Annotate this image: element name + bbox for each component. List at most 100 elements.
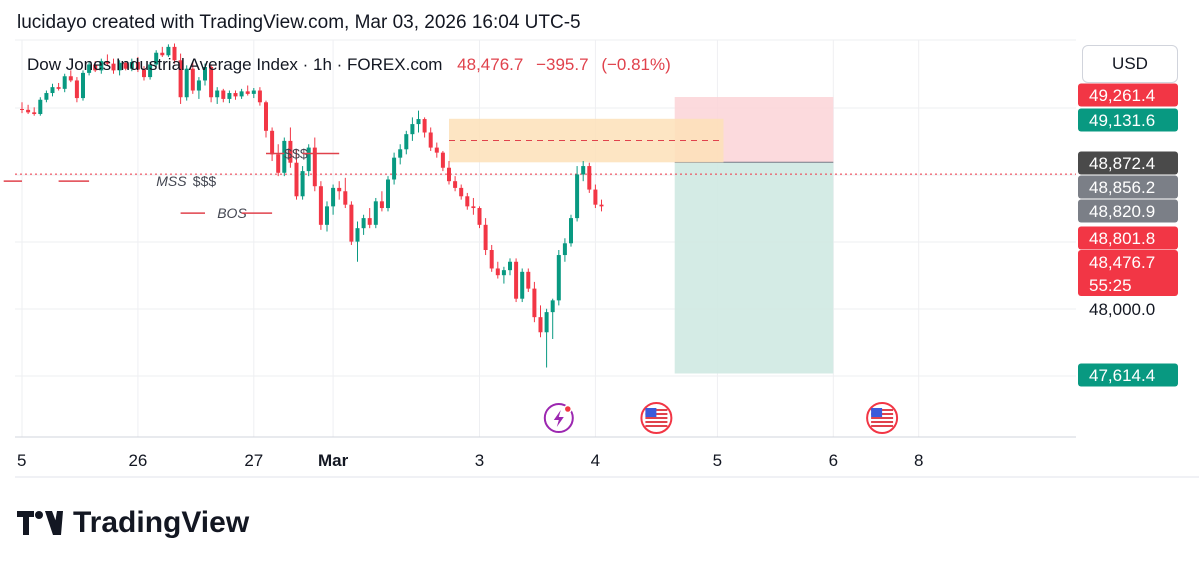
candle-body — [87, 64, 92, 73]
x-tick-label: 5 — [17, 451, 26, 470]
x-tick-label: 26 — [128, 451, 147, 470]
price-change: −395.7 — [536, 55, 589, 74]
annotation-mss-label: MSS — [156, 173, 187, 189]
candle-body — [447, 167, 451, 182]
candle-body — [349, 204, 354, 242]
candle-body — [288, 140, 293, 163]
candle-body — [337, 187, 342, 192]
candle-body — [514, 261, 519, 299]
candle-body — [196, 80, 201, 91]
candle-body — [184, 68, 189, 98]
candle-body — [135, 61, 140, 70]
candle-body — [282, 140, 287, 173]
candle-body — [203, 67, 207, 81]
candle-body — [178, 60, 183, 98]
candle-body — [172, 46, 177, 61]
x-tick-label: 4 — [591, 451, 600, 470]
candle-body — [404, 134, 409, 150]
candle-body — [343, 191, 348, 205]
price-scale-label: 49,131.6 — [1089, 111, 1155, 130]
candle-body — [251, 90, 256, 94]
price-scale: 49,261.4 49,131.6 48,872.4 48,856.2 48,820.9… — [1078, 83, 1178, 387]
x-tick-label: 27 — [244, 451, 263, 470]
last-price: 48,476.7 — [457, 55, 524, 74]
candle-body — [26, 109, 31, 113]
lightning-event-bolt — [553, 410, 564, 427]
annotation-bos-label: BOS — [217, 205, 247, 221]
candle-body — [428, 132, 433, 148]
us-flag-event-icon — [640, 402, 673, 434]
candle-body — [276, 154, 281, 173]
candle-body — [538, 317, 543, 333]
candle-body — [367, 218, 372, 225]
candle-body — [355, 228, 360, 242]
candle-body — [501, 270, 506, 276]
candle-body — [471, 206, 476, 209]
candle-body — [526, 271, 531, 289]
flag-stripe — [645, 425, 668, 427]
candle-body — [544, 312, 549, 333]
x-tick-label: Mar — [318, 451, 349, 470]
candle-body — [489, 250, 494, 269]
candle-body — [398, 149, 403, 158]
candle-body — [373, 201, 378, 225]
candle-body — [117, 62, 122, 71]
candle-body — [32, 112, 37, 115]
currency-button[interactable]: USD — [1082, 45, 1178, 83]
price-badge — [1078, 108, 1178, 132]
candle-body — [520, 271, 525, 299]
price-badge — [1078, 199, 1178, 223]
chart-caption: lucidayo created with TradingView.com, M… — [17, 12, 581, 33]
candle-body — [300, 171, 305, 197]
flag-canton — [645, 408, 657, 417]
price-scale-label: 48,820.9 — [1089, 202, 1155, 221]
candle-body — [459, 187, 464, 197]
tradingview-logo-icon — [17, 511, 63, 535]
annotation-liquidity-label: $$$ — [193, 173, 217, 189]
candle-body — [245, 91, 250, 94]
candle-body — [44, 93, 49, 100]
candle-body — [56, 87, 61, 89]
candle-body — [593, 189, 598, 205]
candle-body — [154, 52, 159, 65]
x-tick-label: 5 — [713, 451, 722, 470]
price-badge — [1078, 175, 1178, 199]
candle-body — [325, 206, 329, 225]
us-flag-event-icon — [866, 402, 899, 434]
price-badge — [1078, 250, 1178, 296]
candle-body — [453, 181, 458, 188]
x-tick-label: 3 — [475, 451, 484, 470]
flag-stripe — [645, 417, 668, 419]
drawing-zones — [15, 97, 1076, 374]
candle-body — [392, 157, 397, 180]
candle-body — [148, 64, 153, 78]
candle-body — [190, 68, 195, 91]
candles — [20, 43, 604, 368]
candle-body — [495, 268, 500, 276]
price-badge — [1078, 226, 1178, 250]
annotations: MSS $$$BOS$$$ — [3, 145, 340, 221]
x-tick-label: 6 — [829, 451, 838, 470]
candle-body — [68, 76, 73, 81]
candle-body — [239, 91, 244, 97]
candle-body — [477, 208, 482, 225]
symbol-quote: 48,476.7 −395.7 (−0.81%) — [457, 55, 671, 74]
candle-body — [562, 243, 567, 256]
candle-body — [410, 124, 415, 135]
candle-body — [142, 69, 146, 78]
candle-body — [312, 147, 317, 187]
candle-body — [129, 61, 134, 69]
candle-body — [379, 201, 384, 209]
candle-body — [221, 90, 226, 99]
candle-body — [361, 218, 366, 229]
candle-body — [532, 288, 537, 318]
candle-body — [599, 204, 604, 207]
symbol-title: Dow Jones Industrial Average Index · 1h … — [27, 55, 443, 74]
x-axis: 5 26 27 Mar 3 4 5 6 8 — [17, 451, 923, 470]
candle-body — [166, 46, 171, 56]
candle-body — [50, 87, 55, 94]
price-scale-label: 48,476.7 — [1089, 253, 1155, 272]
candle-body — [93, 64, 98, 71]
lightning-event-dot — [563, 404, 573, 414]
